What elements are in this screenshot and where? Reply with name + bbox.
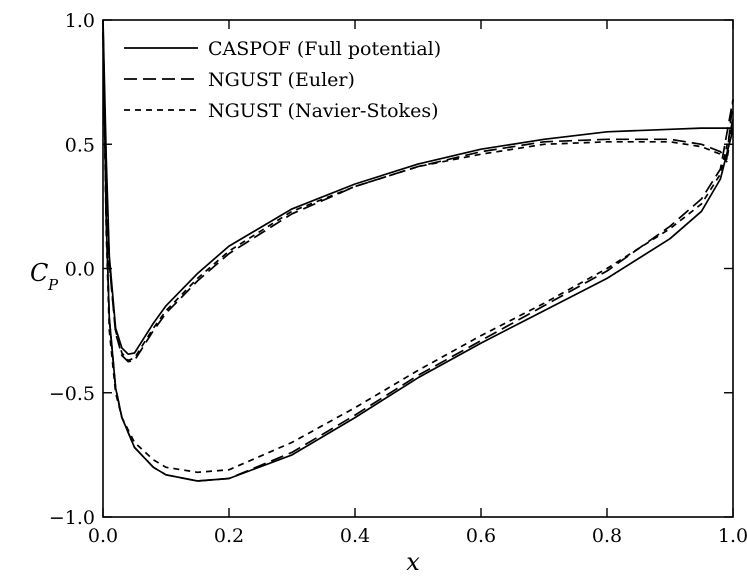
x-tick-label: 0.0 [88,525,118,547]
x-tick-label: 0.2 [214,525,244,547]
legend-entry-background [118,67,518,93]
x-axis-ticks: 0.0 0.2 0.4 0.6 0.8 1.0 [88,20,747,547]
series-1-lower-line [102,32,734,482]
legend-entry-background [118,36,518,62]
x-tick-label: 0.6 [466,525,496,547]
legend-entry-background [118,98,518,124]
series-2-lower-line [102,32,734,474]
legend-label-2: NGUST (Navier-Stokes) [208,100,438,122]
legend-label-1: NGUST (Euler) [208,69,355,91]
series-layer [102,19,734,482]
series-1-upper-line [102,32,734,363]
series-0-upper-line [102,19,733,356]
x-tick-label: 0.4 [340,525,370,547]
y-axis-ticks: −1.0 −0.5 0.0 0.5 1.0 [49,10,733,529]
y-tick-label: 1.0 [65,10,95,32]
x-tick-label: 0.8 [592,525,622,547]
y-axis-label: C [30,259,48,287]
legend: CASPOF (Full potential) NGUST (Euler) NGUS… [118,36,518,124]
legend-label-0: CASPOF (Full potential) [208,38,441,60]
x-tick-label: 1.0 [718,525,747,547]
series-0-lower-line [102,19,734,482]
y-tick-label: −1.0 [49,507,95,529]
y-tick-label: 0.0 [65,259,95,281]
x-axis-label: x [406,548,420,576]
plot-frame [102,19,734,518]
y-tick-label: −0.5 [49,383,95,405]
y-tick-label: 0.5 [65,134,95,156]
y-axis-label-subscript: P [47,276,59,294]
